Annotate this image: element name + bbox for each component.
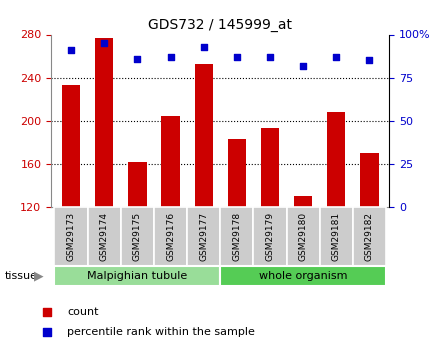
Bar xyxy=(95,38,113,207)
Bar xyxy=(194,63,213,207)
Text: GSM29179: GSM29179 xyxy=(266,212,275,261)
Point xyxy=(68,47,75,53)
Text: GSM29175: GSM29175 xyxy=(133,212,142,261)
Bar xyxy=(294,196,312,207)
Text: GSM29182: GSM29182 xyxy=(365,212,374,261)
Point xyxy=(134,56,141,61)
Text: count: count xyxy=(67,307,98,317)
Point xyxy=(366,58,373,63)
Text: ▶: ▶ xyxy=(34,269,44,283)
Text: tissue: tissue xyxy=(4,271,37,281)
Text: GSM29174: GSM29174 xyxy=(100,212,109,261)
Point xyxy=(333,54,340,60)
Point xyxy=(167,54,174,60)
Bar xyxy=(220,266,386,286)
Bar xyxy=(287,207,320,266)
Text: GSM29178: GSM29178 xyxy=(232,212,241,261)
Point xyxy=(101,40,108,46)
Point xyxy=(200,44,207,49)
Bar xyxy=(254,207,287,266)
Point xyxy=(267,54,274,60)
Point xyxy=(44,330,51,335)
Text: GSM29180: GSM29180 xyxy=(299,212,307,261)
Point xyxy=(299,63,307,68)
Point xyxy=(44,309,51,315)
Bar xyxy=(228,139,246,207)
Point xyxy=(233,54,240,60)
Text: whole organism: whole organism xyxy=(259,271,348,281)
Text: GSM29176: GSM29176 xyxy=(166,212,175,261)
Bar xyxy=(54,207,88,266)
Bar xyxy=(154,207,187,266)
Bar xyxy=(261,128,279,207)
Text: GSM29177: GSM29177 xyxy=(199,212,208,261)
Bar xyxy=(121,207,154,266)
Bar xyxy=(54,266,220,286)
Bar xyxy=(320,207,353,266)
Bar xyxy=(360,153,379,207)
Bar xyxy=(162,117,180,207)
Text: Malpighian tubule: Malpighian tubule xyxy=(87,271,187,281)
Bar xyxy=(327,112,345,207)
Text: GSM29181: GSM29181 xyxy=(332,212,341,261)
Bar xyxy=(88,207,121,266)
Text: percentile rank within the sample: percentile rank within the sample xyxy=(67,327,255,337)
Bar xyxy=(128,162,146,207)
Text: GSM29173: GSM29173 xyxy=(67,212,76,261)
Bar xyxy=(353,207,386,266)
Bar xyxy=(187,207,220,266)
Bar xyxy=(220,207,254,266)
Bar xyxy=(62,85,80,207)
Title: GDS732 / 145999_at: GDS732 / 145999_at xyxy=(148,18,292,32)
